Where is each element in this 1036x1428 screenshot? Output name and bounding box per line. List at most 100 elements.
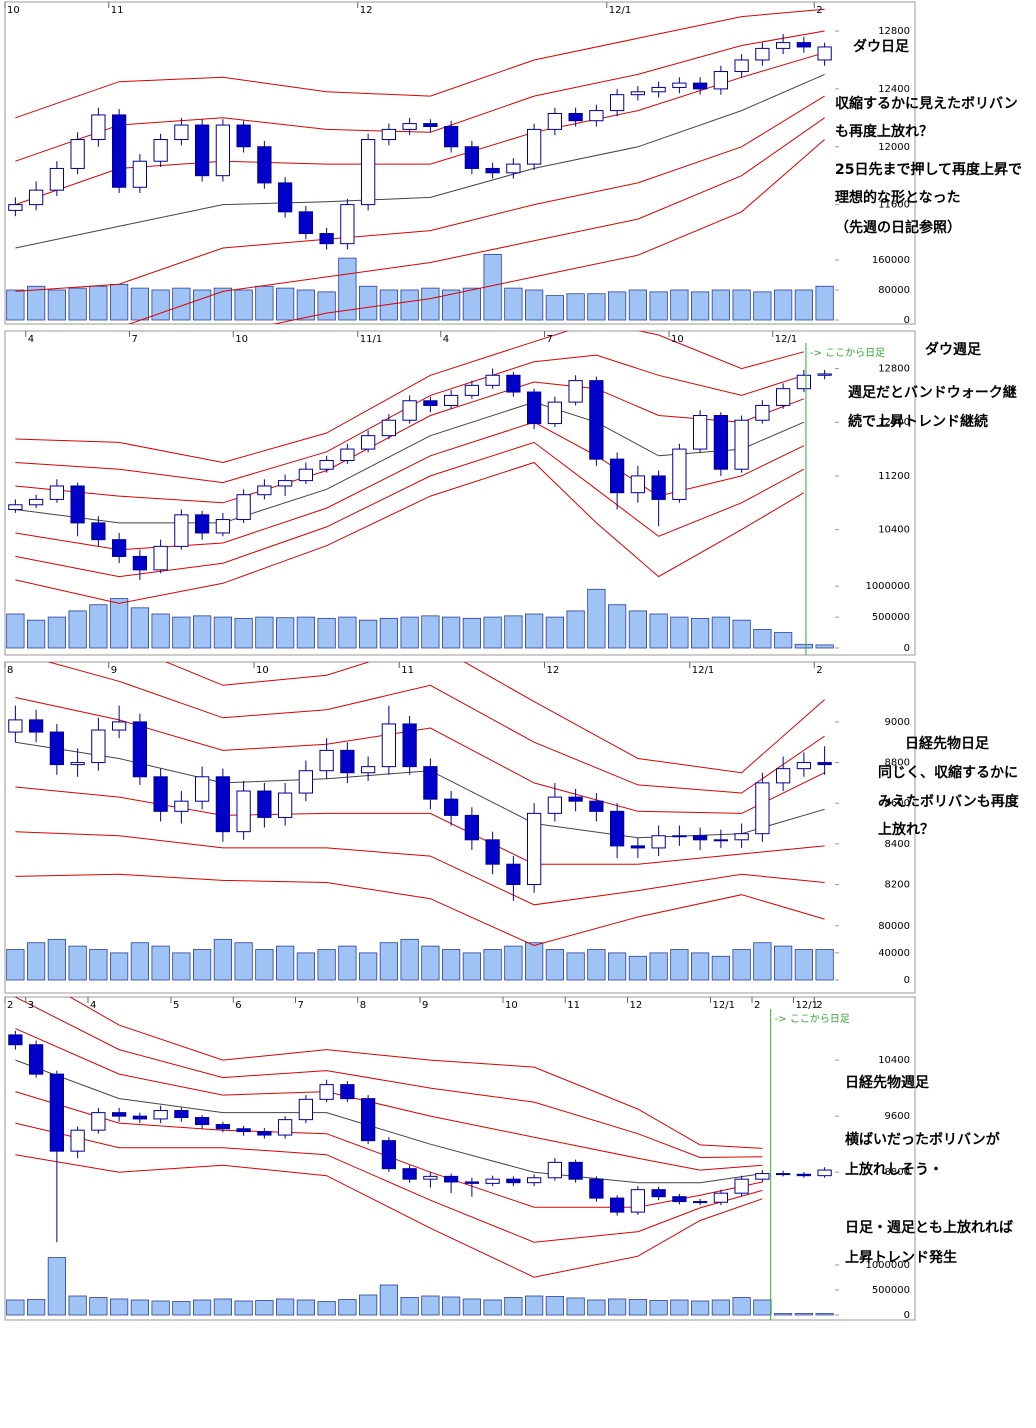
x-tick-label: 11 bbox=[567, 1000, 580, 1011]
x-tick-label: 4 bbox=[90, 1000, 96, 1011]
volume-tick-label: 0 bbox=[904, 643, 910, 654]
volume-bar bbox=[815, 644, 834, 649]
x-tick-label: 9 bbox=[422, 1000, 428, 1011]
candle-body bbox=[775, 388, 791, 406]
bollinger-line bbox=[15, 1122, 763, 1243]
volume-tick-label: 0 bbox=[904, 975, 910, 986]
candle-body bbox=[298, 1098, 314, 1121]
x-tick-label: 12 bbox=[630, 1000, 643, 1011]
volume-bar bbox=[172, 952, 191, 981]
volume-tick-label: 500000 bbox=[872, 1285, 910, 1296]
volume-bar bbox=[628, 1299, 647, 1316]
chart-title: ダウ日足 bbox=[853, 38, 910, 55]
candle-body bbox=[194, 776, 210, 802]
volume-bar bbox=[359, 952, 378, 981]
y-tick-label: 12400 bbox=[878, 84, 910, 95]
divider-label: -> ここから日足 bbox=[775, 1013, 850, 1025]
candle-body bbox=[423, 1175, 438, 1180]
volume-bar bbox=[27, 942, 46, 981]
plot-area bbox=[6, 331, 834, 649]
volume-bar bbox=[172, 1301, 191, 1316]
candle-body bbox=[692, 835, 708, 841]
volume-bar bbox=[359, 1294, 378, 1316]
candle-body bbox=[153, 1110, 168, 1120]
candle-body bbox=[277, 480, 293, 487]
candle-body bbox=[506, 863, 521, 886]
x-tick-label: 11/1 bbox=[360, 334, 382, 345]
annotation: も再度上放れ？ bbox=[835, 123, 933, 140]
candle-body bbox=[817, 46, 832, 61]
bollinger-line bbox=[164, 662, 825, 774]
candle-body bbox=[132, 721, 148, 778]
volume-bar bbox=[649, 291, 668, 321]
candle-body bbox=[28, 719, 44, 733]
candle-body bbox=[630, 91, 646, 96]
volume-bar bbox=[587, 588, 606, 649]
candle-body bbox=[589, 1178, 604, 1199]
candle-body bbox=[464, 814, 480, 841]
volume-bar bbox=[483, 949, 502, 981]
annotation: 週足だとバンドウォーク継 bbox=[848, 384, 1017, 401]
volume-bar bbox=[213, 287, 232, 321]
candle-body bbox=[319, 459, 334, 470]
candle-body bbox=[443, 126, 459, 148]
volume-bar bbox=[566, 293, 585, 321]
volume-bar bbox=[400, 1297, 419, 1316]
volume-bar bbox=[68, 610, 87, 649]
volume-bar bbox=[545, 949, 564, 981]
candle-body bbox=[423, 400, 438, 406]
volume-bar bbox=[815, 949, 834, 981]
volume-bar bbox=[753, 1299, 772, 1316]
volume-bar bbox=[504, 945, 523, 981]
y-tick-label: 8800 bbox=[885, 1167, 910, 1178]
y-tick-label: 8200 bbox=[885, 880, 910, 891]
annotation: 続で上昇トレンド継続 bbox=[848, 413, 988, 430]
candle-body bbox=[796, 374, 812, 390]
bollinger-line bbox=[15, 95, 825, 292]
candle-body bbox=[506, 374, 521, 393]
candle-body bbox=[796, 762, 812, 770]
candle-body bbox=[713, 415, 729, 470]
candle-body bbox=[651, 86, 666, 93]
candle-body bbox=[755, 47, 770, 61]
volume-bar bbox=[255, 949, 274, 981]
bollinger-line bbox=[272, 139, 825, 324]
candle-body bbox=[672, 1196, 687, 1203]
candle-body bbox=[360, 1098, 376, 1142]
volume-bar bbox=[89, 285, 108, 321]
candle-body bbox=[817, 373, 832, 376]
annotation: 同じく、収縮するかに bbox=[878, 764, 1018, 781]
x-tick-label: 5 bbox=[173, 1000, 179, 1011]
volume-bar bbox=[338, 1299, 357, 1316]
volume-bar bbox=[794, 949, 813, 981]
y-tick-label: 12800 bbox=[878, 364, 910, 375]
volume-bar bbox=[47, 289, 66, 321]
volume-bar bbox=[794, 1313, 813, 1316]
bollinger-line bbox=[15, 354, 805, 484]
bollinger-line bbox=[15, 401, 805, 524]
candle-body bbox=[713, 71, 729, 90]
volume-bar bbox=[670, 949, 689, 981]
annotation: 横ばいだったボリバンが bbox=[845, 1131, 1001, 1148]
volume-bar bbox=[172, 616, 191, 649]
volume-bar bbox=[732, 1297, 751, 1316]
volume-bar bbox=[379, 617, 398, 649]
candle-body bbox=[485, 1178, 500, 1184]
candle-body bbox=[630, 1189, 646, 1213]
volume-bar bbox=[359, 619, 378, 649]
candle-body bbox=[651, 1189, 666, 1198]
candle-body bbox=[298, 770, 314, 794]
volume-bar bbox=[462, 617, 481, 649]
volume-bar bbox=[421, 615, 440, 649]
volume-bar bbox=[89, 604, 108, 649]
candle-body bbox=[817, 762, 832, 766]
candle-body bbox=[8, 204, 23, 211]
candle-body bbox=[8, 504, 23, 510]
volume-bar bbox=[421, 945, 440, 981]
candle-body bbox=[547, 1161, 563, 1179]
volume-bar bbox=[753, 291, 772, 321]
volume-bar bbox=[359, 285, 378, 321]
volume-bar bbox=[442, 289, 461, 321]
volume-bar bbox=[234, 1300, 253, 1316]
